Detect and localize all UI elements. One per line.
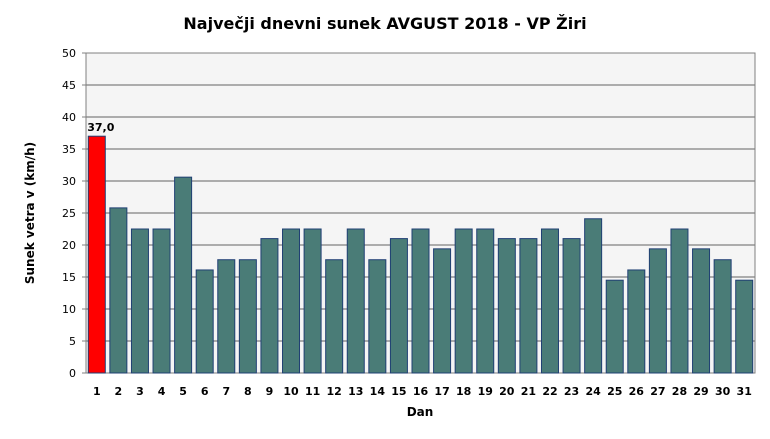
- bar-day-16: [411, 228, 430, 374]
- y-tick-label: 0: [69, 367, 76, 380]
- bar-day-7: [217, 259, 236, 374]
- y-tick-label: 50: [62, 47, 76, 60]
- x-tick-label: 16: [413, 385, 429, 398]
- x-tick-label: 12: [327, 385, 342, 398]
- x-tick-label: 23: [564, 385, 579, 398]
- x-tick-label: 14: [370, 385, 386, 398]
- x-tick-label: 17: [434, 385, 449, 398]
- x-tick-label: 21: [521, 385, 536, 398]
- bar-day-6: [195, 269, 214, 374]
- x-tick-label: 25: [607, 385, 622, 398]
- bar-day-24: [584, 218, 603, 374]
- y-tick-label: 15: [62, 271, 76, 284]
- y-tick-label: 35: [62, 143, 76, 156]
- bar-day-18: [454, 228, 473, 374]
- bar-day-11: [303, 228, 322, 374]
- x-tick-label: 9: [266, 385, 274, 398]
- x-tick-label: 22: [542, 385, 557, 398]
- y-tick-label: 20: [62, 239, 76, 252]
- x-tick-label: 28: [672, 385, 687, 398]
- bar-day-22: [540, 228, 559, 374]
- bar-day-29: [692, 248, 711, 374]
- x-tick-label: 11: [305, 385, 320, 398]
- x-tick-label: 10: [283, 385, 299, 398]
- x-tick-label: 18: [456, 385, 471, 398]
- x-tick-label: 4: [158, 385, 166, 398]
- bar-day-20: [497, 238, 516, 374]
- bar-day-9: [260, 238, 279, 374]
- x-axis-label: Dan: [407, 405, 434, 419]
- bar-day-21: [519, 238, 538, 374]
- bar-day-30: [713, 259, 732, 374]
- bar-day-23: [562, 238, 581, 374]
- data-label: 37,0: [87, 121, 114, 134]
- x-tick-label: 29: [693, 385, 708, 398]
- y-tick-label: 25: [62, 207, 76, 220]
- x-tick-label: 15: [391, 385, 406, 398]
- chart-title: Največji dnevni sunek AVGUST 2018 - VP Ž…: [183, 14, 586, 33]
- bar-day-28: [670, 228, 689, 374]
- bar-day-1: [87, 135, 106, 374]
- bar-day-25: [605, 279, 624, 374]
- x-tick-label: 31: [737, 385, 752, 398]
- x-tick-label: 3: [136, 385, 144, 398]
- bar-day-19: [476, 228, 495, 374]
- x-tick-label: 8: [244, 385, 252, 398]
- x-tick-label: 24: [585, 385, 601, 398]
- y-tick-label: 40: [62, 111, 76, 124]
- x-tick-label: 2: [115, 385, 123, 398]
- bar-day-4: [152, 228, 171, 374]
- bar-day-3: [130, 228, 149, 374]
- x-tick-label: 20: [499, 385, 515, 398]
- y-tick-label: 45: [62, 79, 76, 92]
- x-tick-label: 7: [222, 385, 230, 398]
- bar-day-26: [627, 269, 646, 374]
- bar-day-15: [389, 238, 408, 374]
- bar-day-31: [735, 279, 754, 374]
- y-tick-label: 5: [69, 335, 76, 348]
- bar-day-12: [325, 259, 344, 374]
- x-tick-label: 6: [201, 385, 209, 398]
- y-axis-label: Sunek vetra v (km/h): [23, 142, 37, 284]
- bar-day-2: [109, 207, 128, 374]
- x-tick-label: 5: [179, 385, 187, 398]
- x-tick-label: 1: [93, 385, 101, 398]
- bar-day-10: [282, 228, 301, 374]
- bar-day-17: [433, 248, 452, 374]
- bar-day-5: [174, 176, 193, 374]
- x-tick-label: 27: [650, 385, 665, 398]
- x-tick-label: 26: [629, 385, 645, 398]
- bar-day-8: [238, 259, 257, 374]
- bar-day-14: [368, 259, 387, 374]
- y-tick-label: 10: [62, 303, 76, 316]
- bar-day-27: [648, 248, 667, 374]
- bar-day-13: [346, 228, 365, 374]
- x-tick-label: 13: [348, 385, 363, 398]
- x-tick-label: 19: [478, 385, 493, 398]
- y-tick-label: 30: [62, 175, 76, 188]
- x-tick-label: 30: [715, 385, 731, 398]
